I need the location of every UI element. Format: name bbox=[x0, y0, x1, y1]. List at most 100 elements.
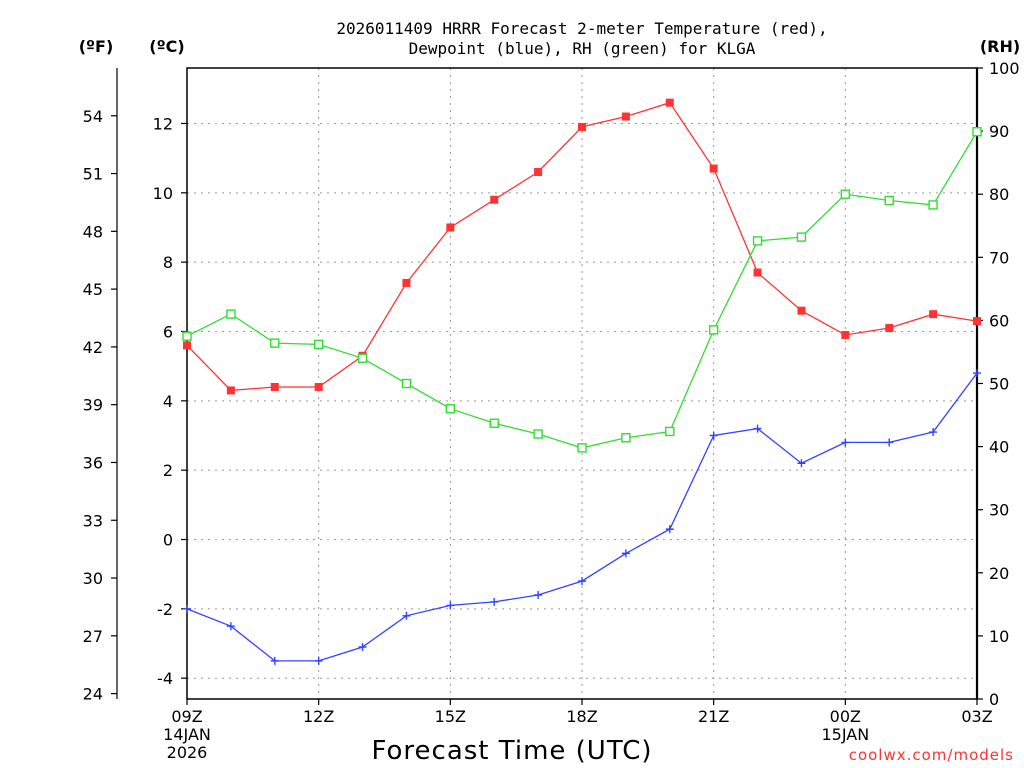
rh-point bbox=[665, 426, 675, 437]
2-meter-temperature-point bbox=[841, 330, 850, 339]
rh-tick-label: 0 bbox=[989, 690, 999, 709]
rh-tick-label: 90 bbox=[989, 122, 1009, 141]
x-tick-label: 2026 bbox=[167, 743, 208, 762]
celsius-tick-label: -2 bbox=[157, 600, 173, 619]
2-meter-temperature-point bbox=[709, 164, 718, 173]
fahrenheit-tick-label: 33 bbox=[83, 511, 103, 530]
rh-point bbox=[226, 309, 236, 319]
rh-tick-label: 20 bbox=[989, 564, 1009, 583]
x-tick-label: 14JAN bbox=[163, 725, 211, 744]
dewpoint-point bbox=[929, 428, 938, 437]
dewpoint-point bbox=[973, 369, 981, 378]
2-meter-temperature-point bbox=[929, 310, 938, 319]
rh-point bbox=[445, 404, 456, 414]
fahrenheit-tick-label: 51 bbox=[83, 165, 103, 184]
dewpoint-point bbox=[665, 525, 674, 534]
fahrenheit-tick-label: 27 bbox=[83, 627, 103, 646]
dewpoint-point bbox=[446, 601, 455, 610]
rh-point bbox=[972, 127, 982, 137]
dewpoint-point bbox=[709, 431, 718, 440]
rh-point bbox=[357, 353, 368, 363]
dewpoint-point bbox=[885, 438, 894, 447]
chart-title-line2: Dewpoint (blue), RH (green) for KLGA bbox=[409, 39, 756, 58]
dewpoint-point bbox=[226, 622, 235, 631]
2-meter-temperature-point bbox=[797, 306, 806, 315]
x-axis-title: Forecast Time (UTC) bbox=[371, 736, 652, 766]
fahrenheit-tick-label: 24 bbox=[83, 685, 103, 704]
rh-point bbox=[401, 378, 412, 389]
x-tick-label: 18Z bbox=[566, 707, 597, 726]
2-meter-temperature-point bbox=[885, 324, 894, 333]
dewpoint-point bbox=[797, 459, 806, 468]
2-meter-temperature-point bbox=[621, 112, 630, 121]
x-tick-label: 15JAN bbox=[821, 725, 869, 744]
credit-text: coolwx.com/models bbox=[849, 746, 1014, 764]
rh-point bbox=[182, 331, 192, 341]
2-meter-temperature-point bbox=[183, 341, 191, 350]
fahrenheit-tick-label: 45 bbox=[83, 280, 103, 299]
rh-unit-label: (RH) bbox=[980, 37, 1020, 56]
dewpoint-point bbox=[314, 656, 323, 665]
dewpoint-point bbox=[621, 549, 630, 558]
rh-point bbox=[884, 195, 894, 206]
rh-tick-label: 100 bbox=[989, 59, 1020, 78]
rh-tick-label: 60 bbox=[989, 311, 1009, 330]
celsius-tick-label: 8 bbox=[163, 253, 173, 272]
celsius-unit-label: (ºC) bbox=[149, 37, 184, 56]
fahrenheit-tick-label: 48 bbox=[83, 222, 103, 241]
fahrenheit-tick-label: 36 bbox=[83, 453, 103, 472]
2-meter-temperature-point bbox=[578, 122, 586, 131]
rh-point bbox=[313, 339, 324, 350]
rh-point bbox=[928, 200, 938, 210]
rh-point bbox=[533, 429, 543, 439]
celsius-tick-label: -4 bbox=[157, 669, 173, 688]
fahrenheit-tick-label: 42 bbox=[83, 338, 103, 357]
rh-line bbox=[186, 131, 978, 449]
rh-tick-label: 30 bbox=[989, 501, 1009, 520]
2-meter-temperature-point bbox=[665, 98, 674, 107]
2-meter-temperature-point bbox=[446, 223, 455, 232]
fahrenheit-tick-label: 39 bbox=[83, 396, 103, 415]
dewpoint-point bbox=[753, 424, 762, 433]
2-meter-temperature-point bbox=[226, 386, 235, 395]
rh-tick-label: 40 bbox=[989, 438, 1009, 457]
celsius-tick-label: 10 bbox=[153, 184, 173, 203]
chart-title-line1: 2026011409 HRRR Forecast 2-meter Tempera… bbox=[336, 19, 827, 38]
celsius-tick-label: 0 bbox=[163, 531, 173, 550]
rh-tick-label: 80 bbox=[989, 185, 1009, 204]
2-meter-temperature-point bbox=[534, 168, 543, 177]
x-tick-label: 15Z bbox=[435, 707, 466, 726]
2-meter-temperature-point bbox=[270, 382, 279, 391]
fahrenheit-tick-label: 30 bbox=[83, 569, 103, 588]
x-tick-label: 00Z bbox=[830, 707, 861, 726]
celsius-tick-label: 4 bbox=[163, 392, 173, 411]
axes: -4-2024681012242730333639424548515401020… bbox=[83, 59, 1020, 762]
dewpoint-point bbox=[534, 590, 543, 599]
rh-tick-label: 10 bbox=[989, 627, 1009, 646]
celsius-tick-label: 6 bbox=[163, 322, 173, 341]
fahrenheit-unit-label: (ºF) bbox=[79, 37, 114, 56]
x-tick-label: 12Z bbox=[303, 707, 334, 726]
x-tick-label: 03Z bbox=[961, 707, 992, 726]
rh-tick-label: 70 bbox=[989, 248, 1009, 267]
2-meter-temperature-point bbox=[490, 195, 499, 204]
rh-point bbox=[796, 232, 807, 242]
x-tick-label: 09Z bbox=[171, 707, 202, 726]
rh-point bbox=[489, 418, 499, 428]
dewpoint-point bbox=[358, 642, 367, 651]
x-tick-label: 21Z bbox=[698, 707, 729, 726]
2-meter-temperature-point bbox=[753, 268, 762, 277]
fahrenheit-tick-label: 54 bbox=[83, 107, 103, 126]
rh-point bbox=[752, 236, 763, 246]
celsius-tick-label: 12 bbox=[153, 114, 173, 133]
rh-point bbox=[708, 325, 719, 335]
celsius-tick-label: 2 bbox=[163, 461, 173, 480]
data-series bbox=[182, 98, 982, 665]
dewpoint-point bbox=[490, 597, 499, 606]
rh-point bbox=[270, 338, 280, 348]
rh-tick-label: 50 bbox=[989, 375, 1009, 394]
2-meter-temperature-point bbox=[314, 382, 323, 391]
grid-lines bbox=[187, 68, 977, 699]
2-meter-temperature-point bbox=[402, 278, 411, 287]
